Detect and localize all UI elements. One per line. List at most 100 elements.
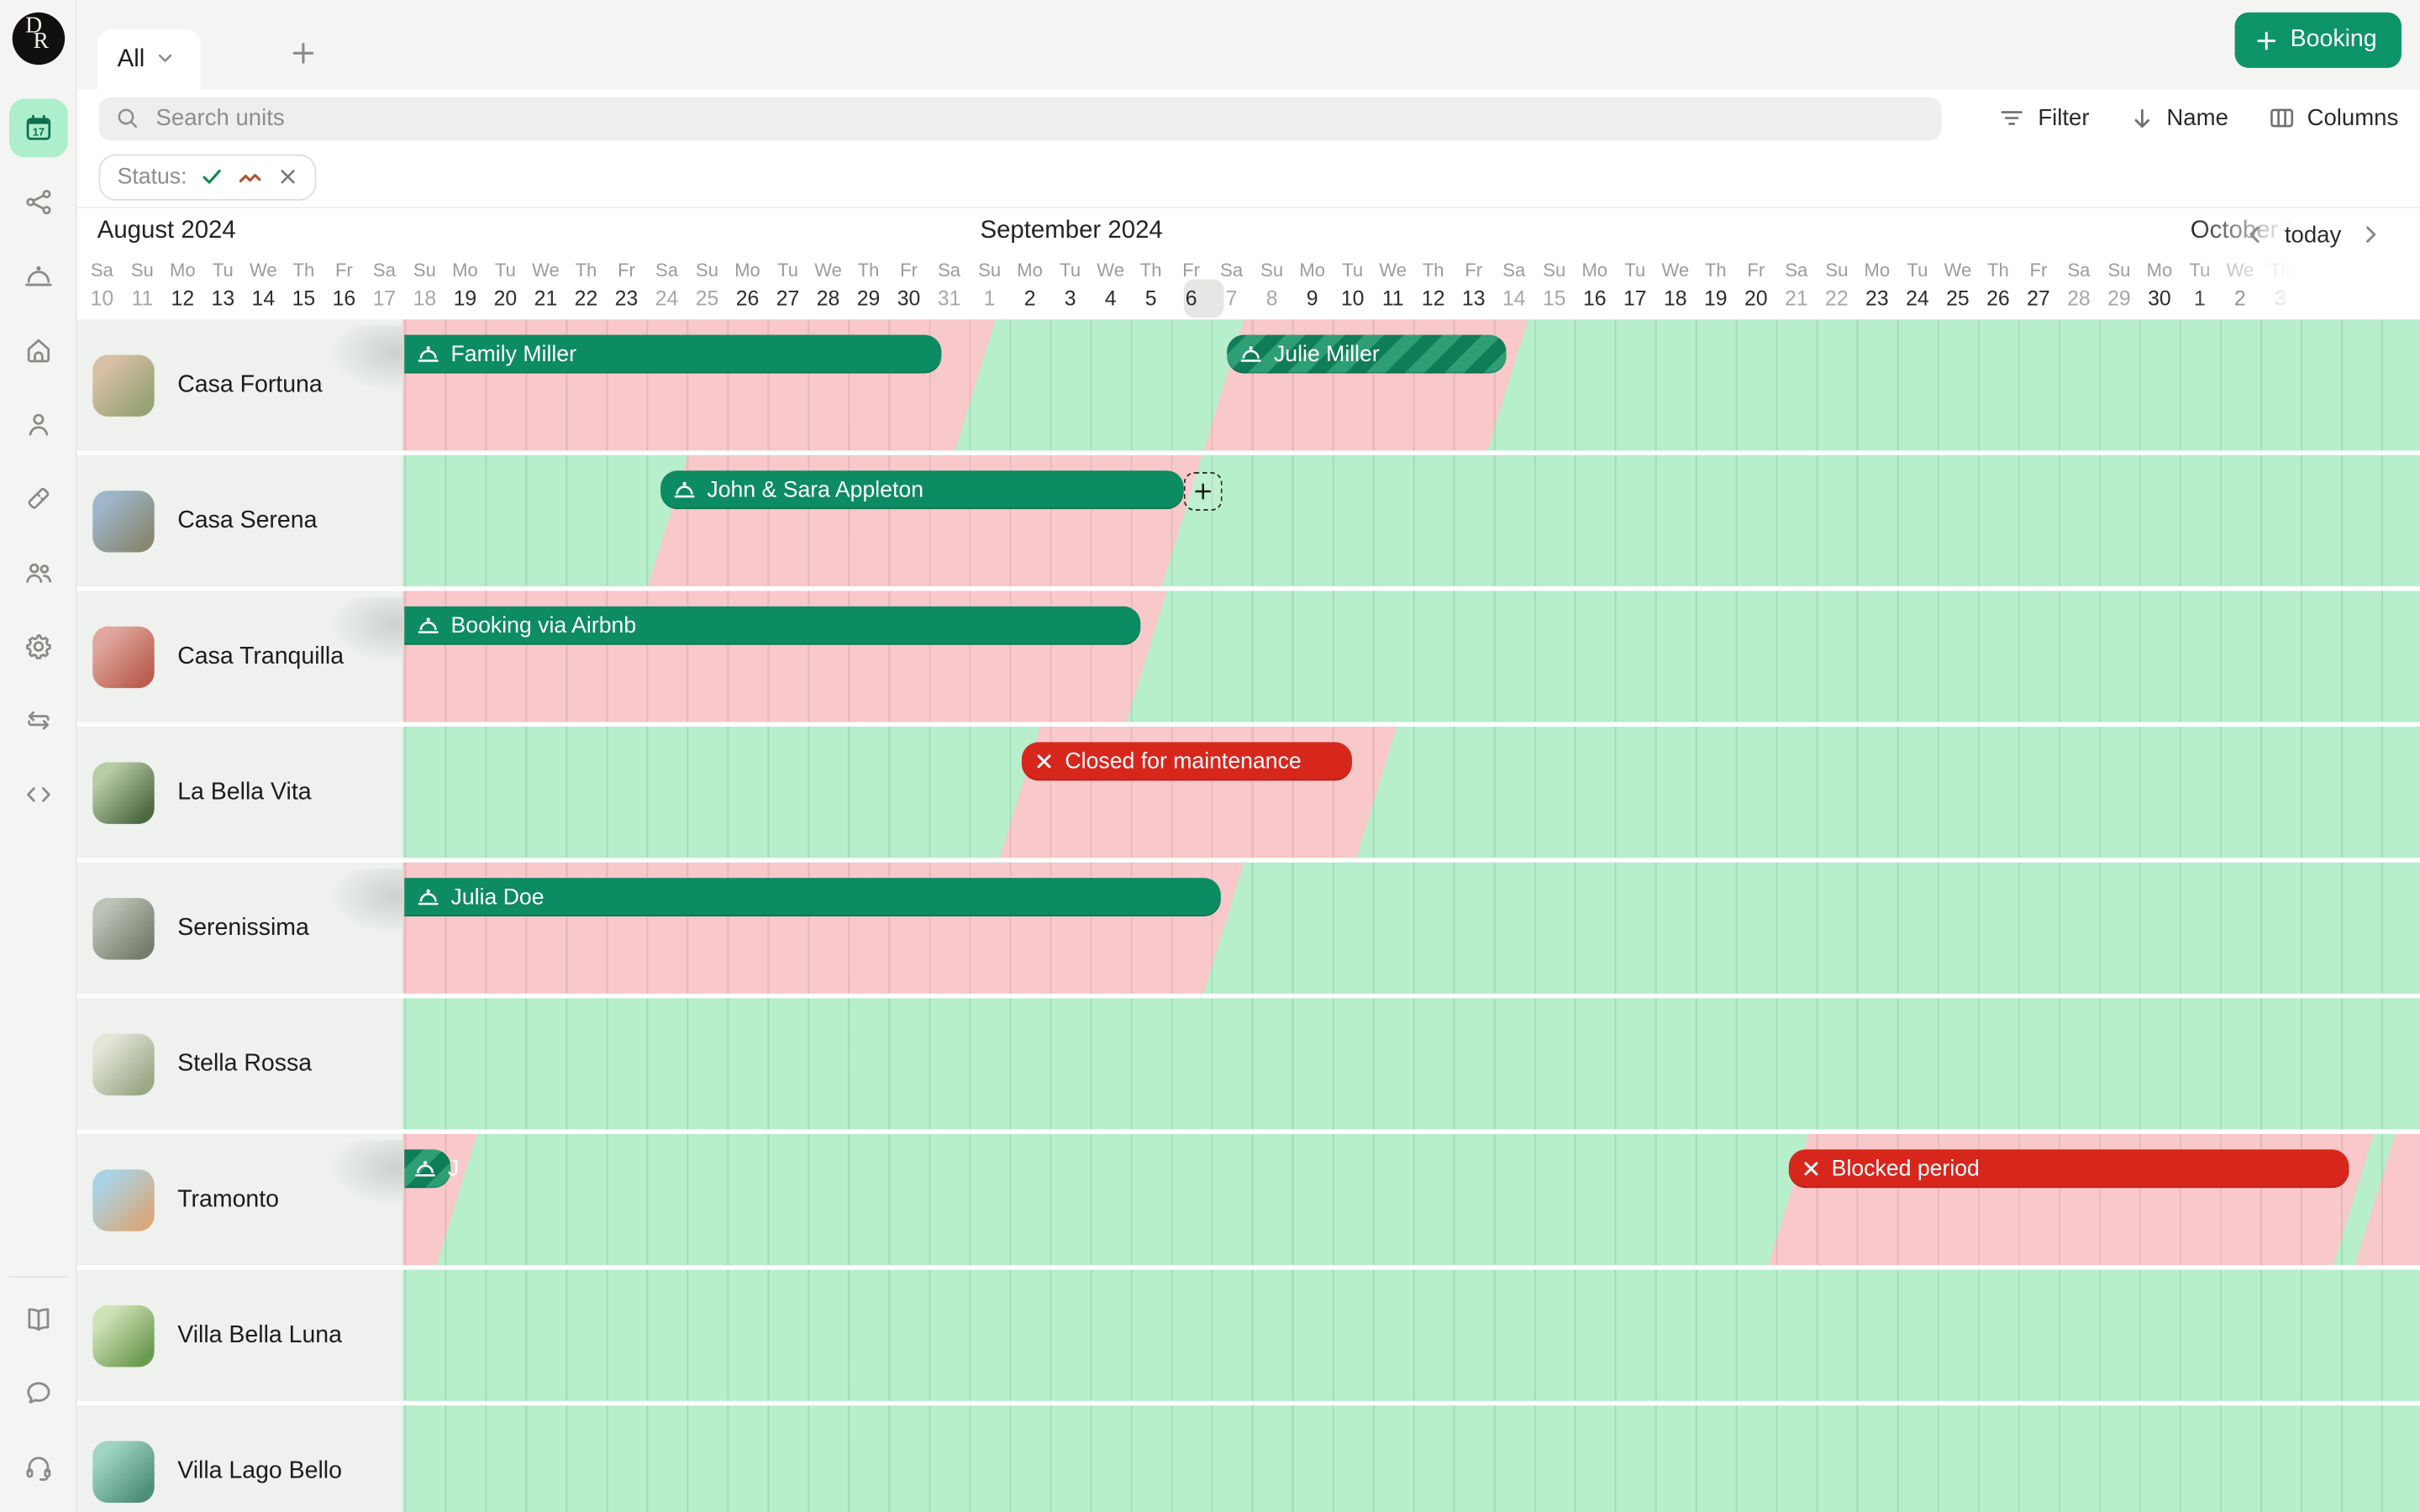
- sidebar-item-channels[interactable]: [8, 173, 67, 232]
- tab-all[interactable]: All: [97, 29, 201, 90]
- columns-label: Columns: [2307, 104, 2399, 132]
- status-chip-label: Status:: [117, 164, 187, 189]
- unit-name-cell[interactable]: Casa Tranquilla: [76, 591, 407, 722]
- unit-photo: [92, 490, 155, 552]
- booking-bar[interactable]: Julie Miller: [1227, 334, 1507, 374]
- date-label: 22: [574, 286, 598, 311]
- unit-timeline: Booking via Airbnb: [402, 591, 2420, 722]
- weekday-label: Su: [978, 259, 1002, 281]
- sort-label: Name: [2166, 104, 2228, 132]
- search-input[interactable]: [152, 103, 1927, 133]
- date-label: 30: [2148, 286, 2171, 311]
- booking-bar[interactable]: J: [404, 1149, 459, 1189]
- sidebar-item-chat[interactable]: [8, 1364, 67, 1423]
- weekday-label: Sa: [1785, 259, 1808, 281]
- sidebar-item-home[interactable]: [8, 321, 67, 380]
- unit-name-cell[interactable]: Serenissima: [76, 862, 407, 994]
- booking-bar[interactable]: John & Sara Appleton: [660, 470, 1184, 510]
- unit-row: Tramonto J Blocked period: [76, 1133, 2420, 1270]
- day-gridlines: [402, 1405, 2420, 1512]
- weekday-label: Fr: [1465, 259, 1483, 281]
- booking-bar[interactable]: Family Miller: [404, 334, 941, 374]
- date-label: 10: [1340, 286, 1365, 311]
- date-label: 25: [1946, 286, 1970, 311]
- date-label: 27: [2027, 286, 2050, 311]
- date-label: 10: [90, 286, 114, 311]
- date-label: 28: [2067, 286, 2091, 311]
- unit-name-cell[interactable]: Tramonto: [76, 1133, 407, 1266]
- unit-timeline: Julia Doe: [402, 862, 2420, 994]
- booking-bar[interactable]: Booking via Airbnb: [404, 606, 1141, 645]
- booking-bar[interactable]: Julia Doe: [404, 878, 1222, 917]
- sidebar-item-automation[interactable]: [8, 691, 67, 750]
- header-fade: [2188, 207, 2420, 320]
- sidebar-item-support[interactable]: [8, 1438, 67, 1497]
- date-label: 16: [1582, 286, 1607, 311]
- weekday-label: Su: [413, 259, 436, 281]
- date-label: 18: [1663, 286, 1687, 311]
- weekday-label: Tu: [1342, 259, 1364, 281]
- status-pending-icon: [238, 167, 264, 186]
- unit-name: Tramonto: [177, 1185, 280, 1212]
- date-label: 26: [735, 286, 760, 311]
- weekday-label: Sa: [1220, 259, 1244, 281]
- filter-button[interactable]: Filter: [1999, 105, 2090, 131]
- unit-photo: [92, 897, 155, 959]
- unit-name-cell[interactable]: Villa Bella Luna: [76, 1269, 403, 1401]
- add-tab-button[interactable]: [290, 40, 316, 74]
- weekday-label: Th: [1987, 259, 2009, 281]
- unit-timeline: [402, 998, 2420, 1130]
- unit-photo: [92, 354, 155, 416]
- status-filter-chip[interactable]: Status:: [98, 153, 317, 200]
- sidebar-item-guest[interactable]: [8, 395, 67, 454]
- highlighted-day-pill: [1183, 279, 1224, 318]
- unit-row: Casa Fortuna Family Miller Julie Miller: [76, 319, 2420, 455]
- date-label: 20: [1744, 286, 1768, 311]
- today-button[interactable]: today: [2284, 221, 2342, 248]
- date-label: 17: [372, 286, 397, 311]
- remove-status-filter-icon[interactable]: [278, 166, 298, 186]
- add-booking-button[interactable]: Booking: [2234, 12, 2402, 68]
- unit-name-cell[interactable]: La Bella Vita: [76, 727, 403, 858]
- weekday-label: Su: [696, 259, 718, 281]
- unit-row: La Bella Vita Closed for maintenance: [76, 727, 2420, 863]
- brand-logo[interactable]: D R: [11, 12, 65, 66]
- sidebar-item-calendar[interactable]: 17: [8, 98, 67, 158]
- sidebar-item-concierge[interactable]: [8, 247, 67, 306]
- unit-name-cell[interactable]: Casa Fortuna: [76, 319, 407, 451]
- sidebar-item-developer[interactable]: [8, 765, 67, 824]
- sidebar-item-ticket[interactable]: [8, 469, 67, 528]
- weekday-label: We: [1097, 259, 1124, 281]
- weekday-label: Sa: [90, 259, 113, 281]
- weekday-label: Su: [1260, 259, 1284, 281]
- blocked-bar[interactable]: Blocked period: [1788, 1149, 2349, 1189]
- prev-period-icon[interactable]: [2241, 221, 2269, 249]
- unit-name-cell[interactable]: Stella Rossa: [76, 998, 403, 1130]
- date-label: 9: [1306, 286, 1318, 311]
- weekday-label: Th: [1422, 259, 1444, 281]
- date-label: 22: [1825, 286, 1849, 311]
- date-label: 19: [1704, 286, 1728, 311]
- date-label: 8: [1265, 286, 1278, 311]
- add-booking-cell-button[interactable]: [1183, 472, 1222, 511]
- columns-button[interactable]: Columns: [2269, 104, 2399, 132]
- docs-icon: [23, 1304, 54, 1335]
- sidebar-item-team[interactable]: [8, 543, 67, 602]
- weekday-label: Sa: [1502, 259, 1526, 281]
- unit-name-cell[interactable]: Villa Lago Bello: [76, 1405, 403, 1512]
- bar-label: Booking via Airbnb: [450, 613, 637, 638]
- sidebar-item-docs[interactable]: [8, 1290, 67, 1349]
- unit-photo: [92, 1440, 155, 1503]
- sort-by-name-button[interactable]: Name: [2129, 105, 2228, 131]
- date-label: 27: [776, 286, 800, 311]
- sidebar-item-settings[interactable]: [8, 617, 67, 676]
- next-period-icon[interactable]: [2357, 221, 2385, 249]
- day-gridlines: [402, 1269, 2420, 1401]
- channels-icon: [23, 186, 54, 218]
- blocked-bar[interactable]: Closed for maintenance: [1022, 742, 1353, 781]
- unit-name: Serenissima: [177, 914, 309, 941]
- chat-icon: [23, 1378, 54, 1409]
- date-label: 11: [131, 286, 154, 311]
- weekday-label: Fr: [2029, 259, 2048, 281]
- unit-name-cell[interactable]: Casa Serena: [76, 454, 403, 586]
